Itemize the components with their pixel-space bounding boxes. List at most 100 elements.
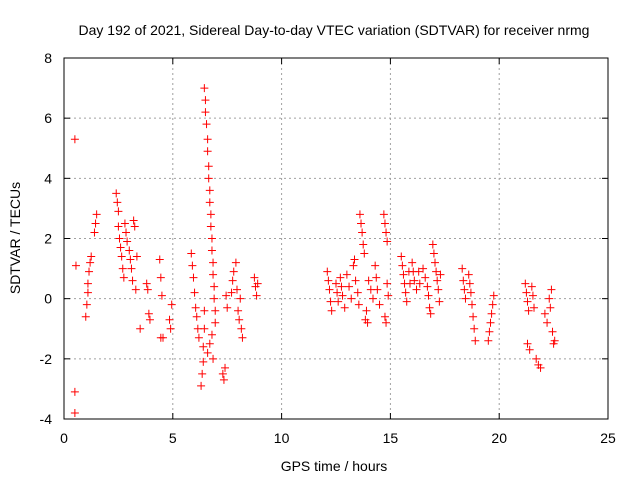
data-point [524,306,533,315]
data-point [115,234,124,243]
data-point [131,285,140,294]
data-point [357,219,366,228]
data-point [431,258,440,267]
data-point [468,300,476,309]
data-point [199,342,208,351]
data-point [120,219,129,228]
data-point [421,273,430,282]
y-tick-label: 8 [44,50,52,66]
data-point [119,273,128,282]
data-point [159,333,168,342]
data-point [204,174,213,183]
data-point [227,288,236,297]
data-point [471,336,480,345]
data-point [425,303,434,312]
data-point [218,369,227,378]
data-point [461,294,470,303]
data-point [207,234,216,243]
data-point [488,300,497,309]
data-point [70,408,79,417]
data-point [423,282,432,291]
data-point [353,288,362,297]
data-point [347,294,356,303]
y-tick-label: -4 [40,411,53,427]
data-point [326,297,335,306]
data-point [206,222,215,231]
data-point [87,252,96,261]
data-point [188,261,197,270]
data-point [203,135,212,144]
data-point [127,264,136,273]
data-point [364,276,373,285]
data-point [210,294,219,303]
data-point [235,315,244,324]
data-point [540,309,549,318]
data-point [373,285,382,294]
data-point [525,345,534,354]
data-point [116,243,125,252]
data-point [485,327,494,336]
y-tick-label: -2 [40,351,53,367]
data-point [548,327,557,336]
data-point [336,273,345,282]
data-point [92,210,101,219]
data-point [126,255,135,264]
data-point [337,282,346,291]
data-point [436,270,445,279]
data-point [190,288,199,297]
data-point [145,315,154,324]
data-point [203,348,212,357]
data-point [128,276,137,285]
data-point [114,207,123,216]
data-point [470,324,479,333]
data-point [350,255,359,264]
data-point [358,228,367,237]
data-point [189,273,198,282]
data-point [70,135,79,144]
data-point [527,282,536,291]
data-point [324,276,333,285]
data-point [397,252,406,261]
data-point [206,210,215,219]
data-point [200,84,209,93]
data-point [408,258,417,267]
data-point [459,276,468,285]
data-point [340,303,349,312]
data-point [71,261,80,270]
data-point [543,318,552,327]
data-point [155,255,164,264]
data-point [332,279,340,288]
y-tick-label: 0 [44,291,52,307]
data-point [362,306,371,315]
x-axis-label: GPS time / hours [281,458,388,474]
data-point [345,282,354,291]
data-point [368,294,377,303]
y-axis-label: SDTVAR / TECUs [7,182,23,294]
x-tick-label: 20 [491,430,507,446]
data-point [207,330,216,339]
data-point [528,291,537,300]
data-point [349,261,358,270]
data-point [197,381,206,390]
data-point [200,306,209,315]
data-point [338,291,347,300]
data-point [117,252,126,261]
data-point [522,288,531,297]
data-point [432,267,441,276]
data-point [334,297,343,306]
data-point [380,219,389,228]
data-point [536,363,545,372]
data-point [205,198,214,207]
data-point [379,210,388,219]
data-point [333,288,342,297]
data-point [399,270,408,279]
data-point [83,279,92,288]
data-point [144,309,153,318]
data-point [372,273,381,282]
x-tick-label: 0 [60,430,68,446]
data-point [157,291,166,300]
data-point [401,288,410,297]
data-point [209,258,218,267]
data-point [484,336,493,345]
data-point [205,339,214,348]
